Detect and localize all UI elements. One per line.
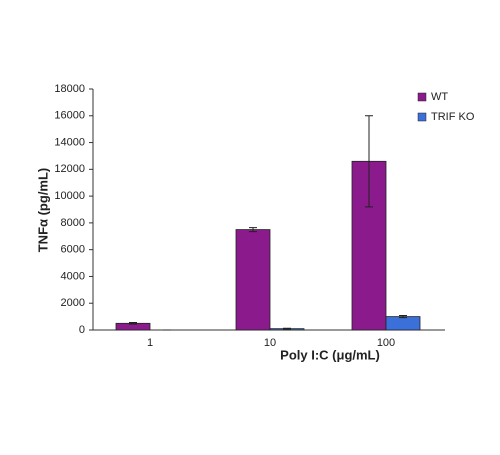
bar — [385, 316, 421, 331]
x-tick-label: 100 — [377, 337, 395, 349]
y-tick-label: 8000 — [61, 217, 85, 229]
error-bar — [365, 115, 373, 208]
error-bar — [399, 315, 407, 319]
y-tick-label: 2000 — [61, 297, 85, 309]
y-tick-label: 4000 — [61, 270, 85, 282]
error-bar — [129, 322, 137, 325]
legend-swatch — [417, 92, 427, 102]
x-tick-label: 10 — [264, 337, 276, 349]
bar — [235, 229, 271, 331]
y-tick-label: 12000 — [54, 163, 85, 175]
legend-swatch — [417, 112, 427, 122]
error-bar — [283, 327, 291, 330]
y-tick-label: 18000 — [54, 83, 85, 95]
y-tick-label: 6000 — [61, 244, 85, 256]
y-tick-label: 10000 — [54, 190, 85, 202]
legend-label: WT — [431, 91, 448, 103]
x-tick-label: 1 — [147, 337, 153, 349]
x-axis-label: Poly I:C (μg/mL) — [280, 347, 380, 362]
y-tick-label: 16000 — [54, 110, 85, 122]
y-axis-label: TNFα (pg/mL) — [35, 168, 50, 253]
error-bar — [249, 227, 257, 233]
legend-label: TRIF KO — [431, 111, 475, 123]
y-tick-label: 0 — [79, 324, 85, 336]
y-tick-label: 14000 — [54, 136, 85, 148]
